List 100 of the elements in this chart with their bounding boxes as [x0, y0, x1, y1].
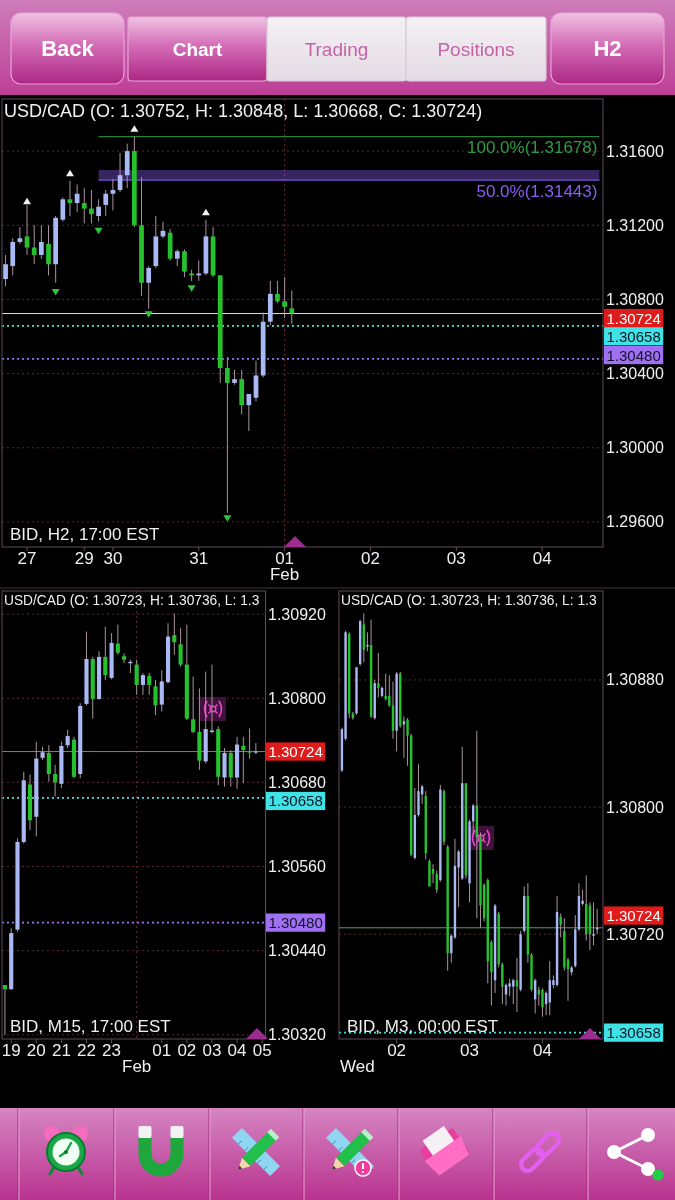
candlestick [38, 224, 44, 260]
point [144, 311, 153, 318]
chart-title: USD/CAD (O: 1.30723, H: 1.30736, L: 1.3 [341, 592, 597, 608]
candlestick [501, 962, 504, 1005]
ref-line-label: 1.30658 [606, 327, 661, 345]
x-tick-label: 30 [103, 548, 123, 568]
x-tick-label: 02 [177, 1040, 197, 1060]
candlestick [282, 276, 287, 319]
text: Back [41, 36, 95, 61]
y-tick-label: 1.30680 [268, 773, 326, 791]
y-tick-label: 1.30000 [606, 439, 664, 457]
candlestick [289, 290, 295, 325]
candlestick [225, 356, 230, 514]
candlestick [196, 260, 202, 282]
candlestick [140, 672, 146, 696]
candlestick [65, 729, 70, 749]
candlestick [46, 744, 51, 783]
y-tick-label: 1.30800 [606, 798, 664, 816]
candlestick [2, 984, 7, 1036]
candlestick [515, 957, 519, 1013]
candlestick [541, 987, 544, 1018]
candlestick [134, 659, 139, 696]
candlestick [60, 196, 66, 223]
y-tick-label: 1.30720 [606, 925, 664, 943]
candlestick [431, 863, 435, 884]
x-tick-label: 22 [77, 1040, 96, 1060]
ref-line-label: 1.30658 [268, 792, 323, 810]
candlestick [406, 717, 409, 767]
candlestick [122, 652, 127, 664]
candlestick [275, 280, 280, 304]
candlestick [384, 673, 387, 702]
x-tick-label: 03 [460, 1040, 479, 1060]
x-tick-label: 31 [189, 548, 209, 568]
point [201, 208, 210, 216]
point [223, 515, 232, 522]
text: BID, M15, 17:00 EST [10, 1017, 171, 1036]
text: Wed [340, 1056, 375, 1076]
candlestick [246, 393, 252, 432]
candlestick [153, 679, 158, 716]
x-tick-label: 21 [51, 1040, 71, 1060]
data-label: 100.0%(1.31678) [466, 138, 598, 158]
candlestick [103, 626, 108, 681]
candlestick [89, 189, 94, 224]
y-tick-label: 1.31200 [606, 216, 664, 234]
candlestick [592, 901, 595, 946]
x-tick-label: 02 [361, 548, 380, 568]
candlestick [81, 187, 87, 224]
ref-line-label: Feb [122, 1056, 152, 1076]
candlestick [512, 978, 515, 1005]
y-tick-label: 1.30800 [268, 689, 326, 707]
ref-line-label: 1.30480 [268, 914, 323, 932]
y-tick-label: 1.30920 [268, 605, 326, 623]
y-tick-label: 1.29600 [606, 513, 664, 531]
candlestick [191, 676, 196, 734]
x-tick-label: 04 [533, 1040, 552, 1060]
candlestick [537, 986, 541, 1007]
x-tick-label: 23 [102, 1040, 122, 1060]
candlestick [96, 198, 101, 223]
text: BID, H2, 17:00 EST [10, 525, 160, 544]
ref-line-label: 1.30480 [606, 346, 661, 364]
data-label: 50.0%(1.31443) [476, 181, 598, 201]
ref-line-label: 1.30658 [606, 1024, 661, 1042]
point [51, 289, 60, 296]
x-tick-label: 03 [446, 548, 466, 568]
text: Positions [437, 38, 515, 60]
x-tick-label: 01 [152, 1040, 172, 1060]
x-tick-label: 20 [26, 1040, 46, 1060]
candlestick [559, 913, 562, 938]
candlestick [147, 672, 152, 696]
candlestick [253, 742, 258, 755]
y-tick-label: 1.31600 [606, 142, 664, 160]
candlestick [377, 652, 380, 698]
candlestick [417, 763, 420, 818]
candlestick [178, 627, 183, 668]
candlestick [366, 631, 369, 652]
point [23, 197, 32, 205]
candlestick [247, 727, 252, 760]
x-tick-label: 27 [17, 548, 37, 568]
y-tick-label: 1.30800 [606, 290, 664, 308]
x-tick-label: 04 [227, 1040, 247, 1060]
candlestick [146, 265, 152, 310]
x-tick-label: 04 [532, 548, 552, 568]
chart-title: USD/CAD (O: 1.30752, H: 1.30848, L: 1.30668, C: 1.30724) [4, 100, 483, 121]
candlestick [172, 612, 177, 656]
candlestick [103, 189, 109, 217]
text: H2 [593, 36, 622, 61]
candlestick [115, 624, 120, 656]
x-tick-label: 03 [202, 1040, 222, 1060]
x-tick-label: 29 [74, 548, 94, 568]
text: Trading [304, 38, 369, 60]
candlestick [31, 224, 37, 265]
ref-line-label: 1.30724 [268, 743, 323, 761]
y-tick-label: 1.30880 [606, 671, 664, 689]
text: Chart [172, 38, 223, 60]
point [187, 285, 196, 292]
chart-title: USD/CAD (O: 1.30723, H: 1.30736, L: 1.3 [4, 592, 260, 608]
text: BID, M3, 00:00 EST [347, 1017, 499, 1036]
y-tick-label: 1.30560 [268, 858, 326, 876]
point [130, 125, 139, 132]
point [94, 227, 103, 235]
